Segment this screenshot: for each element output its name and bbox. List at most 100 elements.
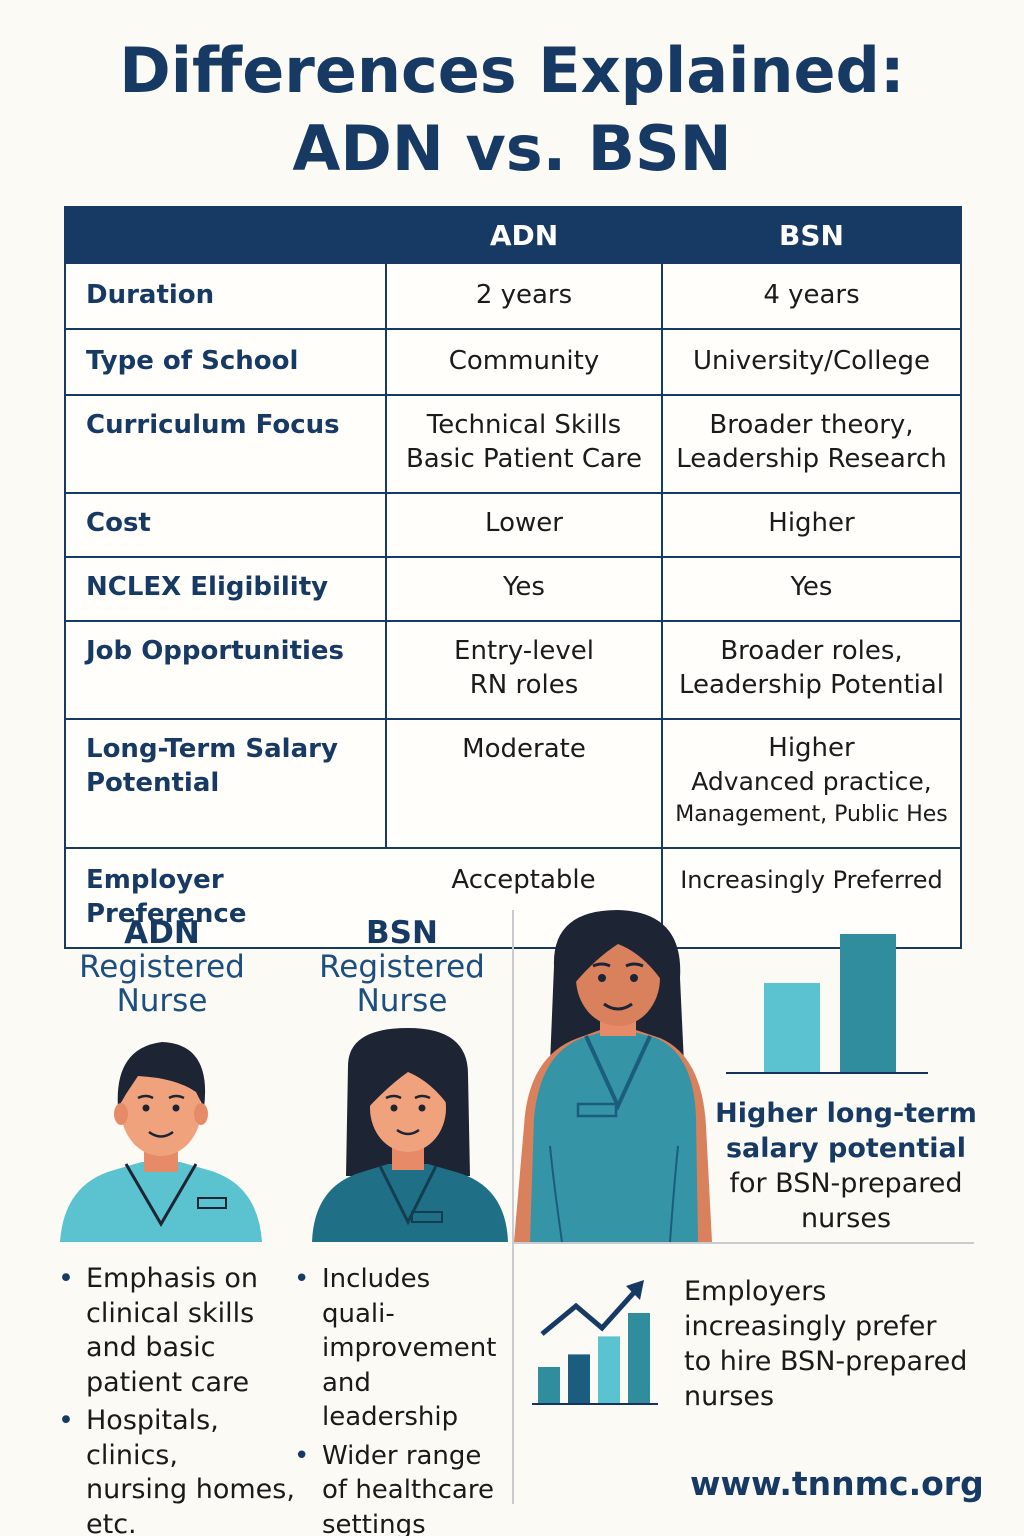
bullet-line: settings — [322, 1509, 426, 1536]
bsn-value: Yes — [661, 556, 962, 622]
bullet-line: etc. — [86, 1508, 137, 1536]
employer-callout-line-2: increasingly prefer — [684, 1311, 937, 1342]
section-divider-horizontal — [514, 1242, 974, 1244]
bsn-value: Broader theory, Leadership Research — [661, 394, 962, 494]
bsn-value: 4 years — [661, 262, 962, 330]
bullet-line: clinical skills — [86, 1297, 255, 1329]
table-row: Curriculum Focus Technical Skills Basic … — [64, 394, 962, 494]
row-label: Type of School — [64, 328, 387, 396]
table-row: Employer Preference Acceptable Increasin… — [64, 847, 962, 949]
trend-bar-3 — [598, 1336, 620, 1403]
bsn-value-line: University/College — [693, 346, 930, 376]
bullet-line: nursing homes, — [86, 1474, 295, 1505]
row-label: Curriculum Focus — [64, 394, 387, 494]
adn-acronym: ADN — [124, 915, 200, 951]
adn-value: Acceptable — [386, 847, 662, 949]
adn-value-line: Entry-level — [454, 636, 594, 666]
salary-bar-bsn — [840, 934, 896, 1072]
bullet-line: Wider range — [322, 1440, 482, 1471]
bsn-value-line: 4 years — [763, 280, 860, 310]
salary-callout-line-1: Higher long-term — [715, 1098, 977, 1129]
adn-value: 2 years — [385, 262, 663, 330]
bsn-bullet-list: Includes quali- improvement and leadersh… — [294, 1262, 510, 1536]
adn-value-line: Technical Skills — [426, 410, 622, 440]
salary-callout-line-3: for BSN-prepared — [729, 1168, 963, 1199]
title-line-2: ADN vs. BSN — [292, 112, 732, 185]
bullet-line: and basic — [86, 1332, 216, 1363]
row-label: Long-Term Salary Potential — [64, 718, 387, 849]
table-row: Cost Lower Higher — [64, 492, 962, 558]
row-label-line: Potential — [86, 768, 220, 798]
trend-bar-chart — [532, 1280, 658, 1405]
large-female-nurse-illustration — [514, 910, 712, 1243]
row-label-line: Long-Term Salary — [86, 734, 338, 764]
bsn-female-nurse-illustration — [312, 1028, 508, 1242]
list-item: Wider range of healthcare settings — [294, 1439, 510, 1536]
bsn-value: Higher Advanced practice, Management, Pu… — [661, 718, 962, 849]
row-label: Job Opportunities — [64, 620, 387, 720]
row-label: Cost — [64, 492, 387, 558]
row-label: NCLEX Eligibility — [64, 556, 387, 622]
bsn-value-line: Higher — [768, 508, 855, 538]
bullet-line: patient care — [86, 1366, 250, 1398]
bsn-value-line: Yes — [790, 572, 833, 602]
bsn-value-line: Leadership Potential — [678, 670, 945, 700]
row-label: Duration — [64, 262, 387, 330]
bsn-acronym: BSN — [366, 915, 438, 951]
bsn-value-line: Broader roles, — [720, 636, 903, 666]
bsn-value-line: Higher — [768, 733, 855, 763]
bullet-line: Emphasis on — [86, 1263, 259, 1294]
adn-heading-line-1: Registered — [79, 949, 245, 985]
table-row: Duration 2 years 4 years — [64, 262, 962, 330]
website-link[interactable]: www.tnnmc.org — [690, 1464, 984, 1503]
header-bsn: BSN — [661, 206, 962, 264]
comparison-table: ADN BSN Duration 2 years 4 years Type of… — [64, 206, 962, 949]
adn-value-line: 2 years — [475, 280, 573, 310]
header-adn: ADN — [385, 206, 663, 264]
adn-value: Entry-level RN roles — [385, 620, 663, 720]
header-blank — [64, 206, 387, 264]
adn-value: Moderate — [385, 718, 663, 849]
adn-male-nurse-illustration — [60, 1042, 262, 1242]
adn-value-line: RN roles — [469, 670, 579, 700]
adn-heading-line-2: Nurse — [116, 983, 208, 1019]
employer-callout-line-3: to hire BSN-prepared — [684, 1346, 968, 1377]
adn-value-line: Moderate — [462, 734, 586, 764]
page-title: Differences Explained: ADN vs. BSN — [0, 32, 1024, 188]
salary-callout: Higher long-term salary potential for BS… — [714, 1096, 978, 1236]
adn-value-line: Acceptable — [451, 865, 596, 895]
employer-callout: Employers increasingly prefer to hire BS… — [684, 1274, 974, 1414]
bsn-value: University/College — [661, 328, 962, 396]
bsn-value: Increasingly Preferred — [661, 847, 962, 949]
bsn-value-line: Advanced practice, — [691, 767, 932, 796]
list-item: Includes quali- improvement and leadersh… — [294, 1262, 510, 1435]
trend-bar-2 — [568, 1354, 590, 1403]
title-line-1: Differences Explained: — [119, 34, 905, 107]
bsn-value-line: Leadership Research — [676, 444, 947, 474]
table-row: Type of School Community University/Coll… — [64, 328, 962, 396]
list-item: Emphasis on clinical skills and basic pa… — [58, 1262, 308, 1400]
bsn-nurse-heading: BSN Registered Nurse — [302, 916, 502, 1018]
bsn-value-line: Management, Public Hes — [675, 802, 948, 827]
adn-nurse-heading: ADN Registered Nurse — [62, 916, 262, 1018]
section-divider-vertical — [512, 910, 514, 1504]
trend-bar-4 — [628, 1313, 650, 1403]
bsn-heading-line-2: Nurse — [356, 983, 448, 1019]
trend-bar-1 — [538, 1367, 560, 1403]
table-row: NCLEX Eligibility Yes Yes — [64, 556, 962, 622]
bsn-value: Higher — [661, 492, 962, 558]
row-label: Employer Preference — [64, 847, 386, 949]
salary-bar-adn — [764, 982, 820, 1072]
table-row: Job Opportunities Entry-level RN roles B… — [64, 620, 962, 720]
employer-callout-line-1: Employers — [684, 1276, 827, 1307]
bsn-value-line: Broader theory, — [709, 410, 914, 440]
employer-callout-line-4: nurses — [684, 1381, 775, 1412]
salary-callout-line-4: nurses — [800, 1203, 892, 1234]
bullet-line: improvement — [322, 1333, 497, 1363]
table-row: Long-Term Salary Potential Moderate High… — [64, 718, 962, 849]
adn-value: Lower — [385, 492, 663, 558]
adn-value-line: Yes — [503, 572, 545, 602]
bullet-line: Includes quali- — [322, 1264, 431, 1329]
bullet-line: of healthcare — [322, 1475, 494, 1505]
list-item: Hospitals, clinics, nursing homes, etc. — [58, 1404, 308, 1536]
